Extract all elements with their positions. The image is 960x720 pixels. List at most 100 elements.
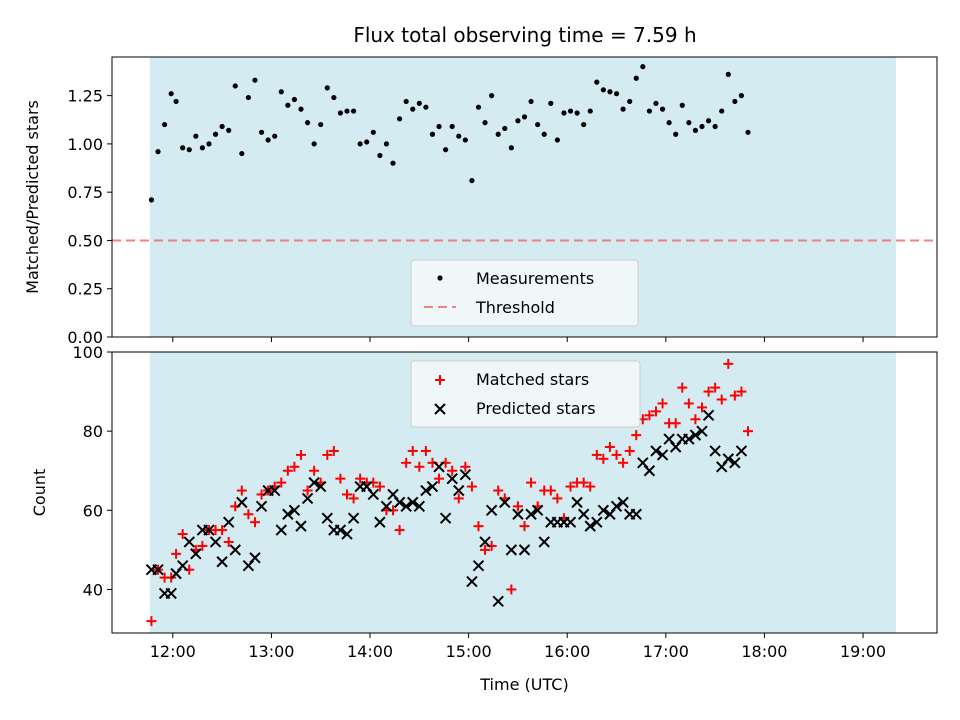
matched-star-point [736, 386, 747, 397]
predicted-star-point [512, 508, 524, 520]
y-tick-label: 0.50 [67, 231, 103, 250]
x-axis-label: Time (UTC) [479, 675, 568, 694]
predicted-star-point [650, 445, 662, 457]
predicted-star-point [203, 524, 215, 536]
matched-star-point [335, 473, 346, 484]
predicted-star-point [222, 516, 235, 528]
measurement-point [489, 93, 495, 99]
matched-star-point [519, 521, 530, 532]
measurement-point [245, 94, 252, 101]
bottom-legend: Matched stars Predicted stars [410, 360, 641, 428]
measurement-point [226, 127, 232, 133]
measurement-point [508, 145, 514, 151]
predicted-star-point [446, 472, 458, 485]
predicted-star-point [584, 520, 596, 532]
predicted-star-point [709, 445, 721, 457]
measurement-point [725, 71, 731, 77]
predicted-star-point [564, 516, 577, 528]
matched-star-point [703, 386, 714, 397]
measurement-point [666, 120, 672, 126]
predicted-star-point [439, 512, 452, 524]
measurement-point [574, 110, 580, 116]
predicted-star-point [347, 512, 360, 524]
measurement-point [561, 110, 567, 116]
measurement-point [732, 98, 738, 105]
matched-star-point [322, 449, 333, 460]
measurement-point [416, 100, 422, 106]
legend-measurements-label: Measurements [476, 269, 594, 288]
matched-star-point [716, 394, 727, 405]
y-tick-label: 0.00 [67, 328, 103, 347]
top-legend: Measurements Threshold [410, 259, 639, 327]
matched-star-point [414, 461, 425, 472]
y-tick-label: 0.25 [67, 280, 103, 299]
predicted-star-point [683, 433, 695, 445]
measurement-point [640, 64, 646, 70]
predicted-star-point [315, 480, 327, 493]
matched-star-point [591, 449, 602, 460]
measurement-point [239, 150, 245, 157]
matched-star-point [434, 473, 445, 484]
predicted-star-point [472, 560, 485, 572]
measurement-point [265, 137, 271, 143]
x-tick-label: 12:00 [150, 642, 196, 661]
measurement-point [155, 149, 161, 155]
measurement-point [377, 152, 383, 159]
measurement-point [403, 98, 409, 105]
measurement-point [600, 87, 606, 93]
measurement-point [607, 89, 613, 95]
matched-star-point [401, 457, 412, 468]
y-tick-label: 60 [83, 501, 103, 520]
predicted-star-point [459, 468, 472, 481]
matched-star-point [420, 445, 431, 456]
measurement-point [469, 177, 475, 184]
predicted-star-point [499, 496, 511, 509]
measurement-point [436, 123, 442, 130]
matched-star-point [374, 481, 385, 492]
predicted-star-point [505, 544, 518, 556]
predicted-star-point [571, 496, 583, 509]
predicted-star-point [630, 508, 642, 520]
measurement-point [278, 89, 284, 95]
measurement-point [168, 91, 174, 97]
predicted-star-point [485, 504, 498, 517]
measurement-point [173, 98, 179, 105]
measurement-point [502, 125, 508, 132]
y-tick-label: 0.75 [67, 183, 103, 202]
matched-star-point [512, 501, 523, 512]
matched-star-point [146, 616, 157, 627]
matched-star-point [217, 525, 228, 536]
measurement-point [206, 141, 212, 147]
predicted-star-point [367, 488, 380, 501]
matched-star-point [611, 449, 622, 460]
predicted-star-point [610, 500, 623, 513]
predicted-star-point [229, 544, 241, 556]
predicted-star-point [176, 560, 189, 572]
predicted-star-point [393, 496, 406, 509]
measurement-point [357, 141, 363, 147]
bottom-legend-box [410, 360, 641, 428]
legend-threshold-label: Threshold [475, 298, 555, 317]
legend-matched-marker [435, 375, 445, 385]
predicted-star-point [722, 453, 734, 465]
predicted-star-point [466, 575, 478, 588]
measurement-point [679, 102, 685, 108]
measurement-point [528, 98, 534, 105]
predicted-star-point [288, 504, 301, 517]
matched-star-point [493, 485, 504, 496]
predicted-star-point [702, 409, 715, 422]
matched-star-point [348, 493, 359, 504]
predicted-star-point [308, 476, 320, 489]
legend-dot [437, 275, 443, 281]
measurement-point [324, 85, 330, 91]
measurement-point [443, 147, 449, 153]
measurement-point [535, 121, 541, 128]
predicted-star-point [334, 524, 347, 536]
predicted-star-point [301, 492, 314, 505]
y-tick-label: 80 [83, 422, 103, 441]
predicted-star-point [255, 500, 268, 513]
matched-star-point [604, 441, 615, 452]
matched-star-point [650, 406, 661, 417]
legend-plus [435, 375, 445, 385]
